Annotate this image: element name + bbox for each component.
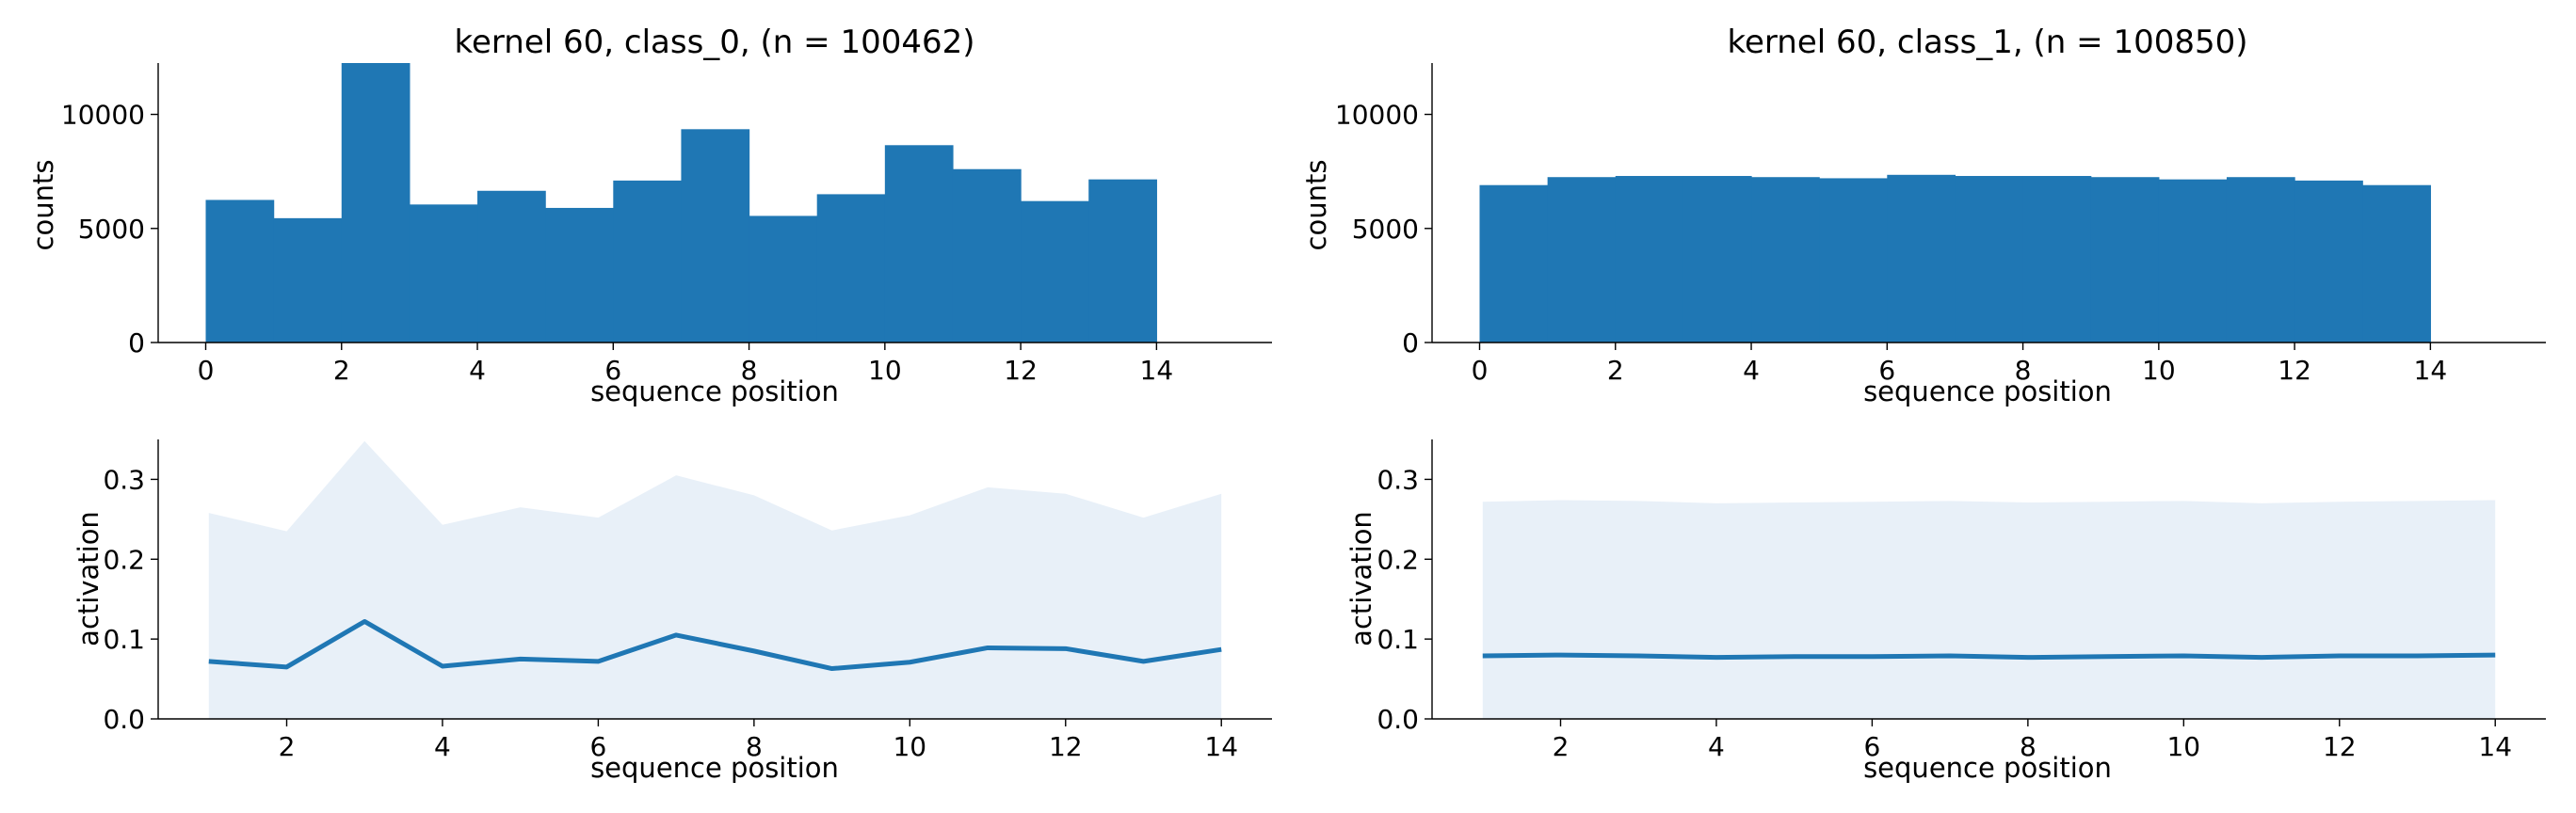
x-tick-label: 0	[1472, 355, 1489, 386]
x-tick-label: 6	[1878, 355, 1895, 386]
x-tick-label: 12	[2278, 355, 2311, 386]
x-tick-label: 10	[868, 355, 902, 386]
histogram-class-0: kernel 60, class_0, (n = 100462) sequenc…	[27, 24, 1272, 407]
histogram-bar	[1819, 178, 1888, 343]
histogram-bar	[2362, 184, 2431, 343]
mean-activation-line	[1482, 652, 2496, 661]
y-tick-label: 0.0	[103, 704, 145, 735]
y-tick-label: 10000	[61, 100, 145, 131]
x-tick-label: 2	[1607, 355, 1624, 386]
histogram-bar	[477, 190, 546, 343]
y-axis-label: counts	[27, 160, 59, 251]
x-tick-label: 6	[1863, 731, 1880, 762]
y-axis-label: activation	[72, 511, 105, 646]
x-tick-label: 2	[279, 731, 296, 762]
x-tick-label: 14	[1140, 355, 1174, 386]
chart-title: kernel 60, class_1, (n = 100850)	[1728, 24, 2248, 61]
histogram-bar	[816, 194, 886, 343]
y-tick-label: 0.1	[103, 624, 145, 655]
y-tick-label: 0.3	[1377, 464, 1419, 495]
histogram-bar	[1021, 200, 1089, 343]
x-tick-label: 8	[2020, 731, 2037, 762]
x-tick-label: 10	[893, 731, 926, 762]
y-tick-label: 5000	[1352, 214, 1419, 245]
x-tick-label: 2	[1553, 731, 1570, 762]
x-axis-label: sequence position	[1863, 375, 2112, 407]
histogram-bar	[2022, 176, 2092, 343]
x-tick-label: 4	[469, 355, 486, 386]
x-tick-label: 6	[589, 731, 606, 762]
histogram-bar	[205, 199, 275, 343]
x-axis-label: sequence position	[1863, 752, 2112, 784]
histogram-bar	[341, 63, 411, 343]
y-axis-label: counts	[1300, 160, 1332, 251]
histogram-bar	[273, 217, 343, 343]
histogram-bar	[2294, 180, 2363, 343]
y-tick-label: 0	[1402, 327, 1419, 359]
histogram-bar	[1751, 177, 1820, 343]
x-tick-label: 6	[604, 355, 621, 386]
x-axis-label: sequence position	[590, 752, 839, 784]
x-axis-label: sequence position	[590, 375, 839, 407]
x-tick-label: 4	[1708, 731, 1725, 762]
histogram-bar	[681, 129, 750, 343]
x-tick-label: 14	[2414, 355, 2448, 386]
histogram-bar	[952, 168, 1022, 343]
x-tick-label: 10	[2142, 355, 2176, 386]
y-tick-label: 0.2	[103, 544, 145, 575]
y-tick-label: 0.0	[1377, 704, 1419, 735]
activation-class-1: sequence position activation 2 4 6 8 10 12 14 0…	[1345, 439, 2546, 784]
x-tick-label: 8	[741, 355, 758, 386]
x-tick-label: 8	[2015, 355, 2032, 386]
histogram-bar	[613, 180, 683, 343]
y-tick-label: 0	[128, 327, 145, 359]
y-tick-label: 0.1	[1377, 624, 1419, 655]
histogram-bar	[545, 207, 614, 343]
activation-class-0: sequence position activation 2 4 6 8 10 12 14 0…	[72, 439, 1272, 784]
mean-activation-line	[208, 618, 1222, 672]
x-tick-label: 8	[746, 731, 763, 762]
histogram-bar	[1088, 179, 1157, 343]
y-tick-label: 5000	[78, 214, 145, 245]
histogram-class-1: kernel 60, class_1, (n = 100850) sequenc…	[1300, 24, 2546, 407]
y-tick-label: 0.3	[103, 464, 145, 495]
x-tick-label: 4	[1743, 355, 1760, 386]
histogram-bar	[2226, 177, 2295, 343]
histogram-bar	[1547, 177, 1617, 343]
histogram-bar	[749, 215, 818, 343]
histogram-bar	[1479, 184, 1549, 343]
histogram-bar	[2090, 177, 2160, 343]
histogram-bar	[409, 204, 478, 343]
x-tick-label: 12	[2323, 731, 2357, 762]
histogram-bar	[1615, 176, 1684, 343]
x-tick-label: 4	[434, 731, 451, 762]
x-tick-label: 12	[1004, 355, 1038, 386]
histogram-bar	[1955, 176, 2024, 343]
x-tick-label: 14	[1204, 731, 1238, 762]
chart-title: kernel 60, class_0, (n = 100462)	[455, 24, 975, 61]
x-tick-label: 14	[2478, 731, 2512, 762]
x-tick-label: 12	[1049, 731, 1083, 762]
histogram-bar	[1887, 174, 1956, 343]
histogram-bar	[2158, 179, 2228, 343]
y-tick-label: 10000	[1335, 100, 1419, 131]
histogram-bar	[1682, 176, 1752, 343]
y-tick-label: 0.2	[1377, 544, 1419, 575]
x-tick-label: 10	[2166, 731, 2200, 762]
y-axis-label: activation	[1345, 511, 1377, 646]
activation-band	[208, 440, 1222, 719]
histogram-bar	[884, 145, 954, 343]
x-tick-label: 0	[198, 355, 215, 386]
x-tick-label: 2	[333, 355, 350, 386]
activation-band	[1482, 500, 2496, 719]
